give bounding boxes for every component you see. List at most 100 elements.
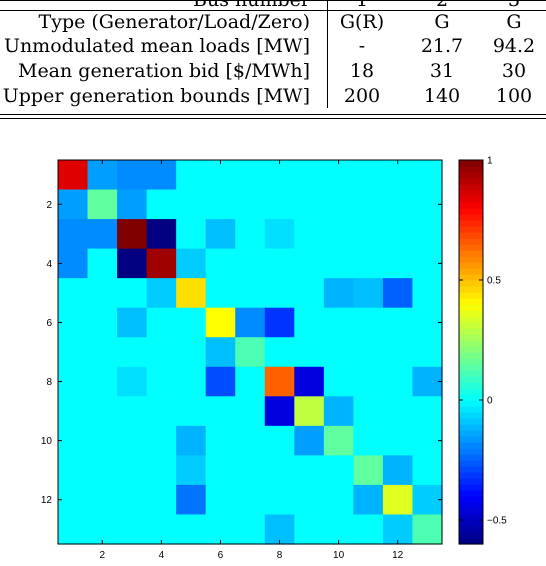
heatmap-cells [58,160,443,545]
heatmap-cell-6-1 [58,307,89,338]
heatmap-cell-13-4 [146,514,177,545]
colorbar-tick-label: 0 [487,396,493,407]
heatmap-cell-7-13 [412,337,443,368]
colorbar-segment [459,298,483,305]
colorbar-segment [459,256,483,263]
heatmap-cell-12-1 [58,484,89,516]
heatmap-cell-6-3 [117,307,148,338]
colorbar-segment [459,400,483,407]
heatmap-cell-7-12 [382,337,414,368]
x-tick-label-2: 2 [100,550,106,561]
x-tick-label-10: 10 [333,550,345,561]
colorbar-segment [459,376,483,383]
colorbar-segment [459,484,483,491]
heatmap-cell-5-8 [264,278,295,309]
heatmap-axes: 2 4 6 8 10 12 2 4 6 8 10 12 [41,159,443,561]
colorbar-segment [459,226,483,233]
heatmap-cell-1-1 [58,160,89,191]
heatmap-cell-4-6 [205,248,236,279]
heatmap-cell-12-12 [382,484,414,516]
heatmap-cell-13-11 [353,514,384,545]
heatmap-cell-10-5 [176,425,207,456]
colorbar-segment [459,514,483,521]
colorbar-segment [459,358,483,365]
header-bus-3: 3 [507,0,521,11]
heatmap-cell-2-13 [412,189,443,220]
heatmap-cell-12-6 [205,484,236,516]
heatmap-cell-9-9 [294,396,325,427]
heatmap-cell-10-1 [58,425,89,456]
heatmap-cell-5-6 [205,278,236,309]
heatmap-cell-8-8 [264,366,295,397]
heatmap-cell-4-5 [176,248,207,279]
heatmap-cell-3-13 [412,219,443,250]
colorbar-segment [459,442,483,449]
row-bid-bus-1: 18 [349,60,375,82]
heatmap-cell-13-9 [294,514,325,545]
colorbar: 1 0.5 0 −0.5 [458,156,507,545]
colorbar-tick-label: 1 [487,156,493,167]
colorbar-segment [459,232,483,239]
colorbar-segment [459,430,483,437]
heatmap-cell-1-6 [205,160,236,191]
colorbar-segment [459,208,483,215]
heatmap-cell-11-11 [353,455,384,486]
heatmap-cell-8-6 [205,366,236,397]
colorbar-segment [459,424,483,431]
heatmap-cell-6-6 [205,307,236,338]
heatmap-cell-8-5 [176,366,207,397]
heatmap-cell-6-7 [235,307,266,338]
heatmap-cell-10-11 [353,425,384,456]
heatmap-cell-3-11 [353,219,384,250]
heatmap-cell-13-13 [412,514,443,545]
heatmap-cell-6-11 [353,307,384,338]
heatmap-cell-7-5 [176,337,207,368]
colorbar-segment [459,508,483,515]
heatmap-cell-2-10 [323,189,354,220]
heatmap-cell-6-10 [323,307,354,338]
y-tick-label-8: 8 [46,377,52,388]
row-loads-label: Unmodulated mean loads [MW] [3,35,310,57]
heatmap-cell-11-1 [58,455,89,486]
row-bounds-bus-2: 140 [423,85,461,107]
heatmap-cell-5-4 [146,278,177,309]
heatmap-cell-9-7 [235,396,266,427]
x-tick-label-8: 8 [277,550,283,561]
heatmap-cell-9-10 [323,396,354,427]
colorbar-segment [459,166,483,173]
heatmap-cell-1-13 [412,160,443,191]
colorbar-segment [459,340,483,347]
colorbar-segment [459,262,483,269]
heatmap-cell-9-12 [382,396,414,427]
heatmap-cell-13-1 [58,514,89,545]
heatmap-cell-7-10 [323,337,354,368]
heatmap-cell-3-1 [58,219,89,250]
row-type-bus-1: G(R) [339,11,385,33]
heatmap-cell-9-2 [87,396,118,427]
heatmap-cell-7-4 [146,337,177,368]
colorbar-segment [459,250,483,257]
y-tick-label-12: 12 [41,495,53,506]
table-rule-top [0,0,546,1]
heatmap-cell-4-10 [323,248,354,279]
colorbar-segment [459,412,483,419]
heatmap-cell-9-4 [146,396,177,427]
heatmap-cell-7-9 [294,337,325,368]
row-bounds-bus-3: 100 [495,85,533,107]
row-bid-label: Mean generation bid [$/MWh] [17,60,310,82]
colorbar-segment [459,382,483,389]
colorbar-segment [459,202,483,209]
heatmap-cell-6-9 [294,307,325,338]
heatmap-cell-4-4 [146,248,177,279]
heatmap-cell-2-11 [353,189,384,220]
heatmap-cell-10-4 [146,425,177,456]
heatmap-cell-13-3 [117,514,148,545]
heatmap-cell-12-2 [87,484,118,516]
colorbar-segment [459,304,483,311]
x-tick-label-4: 4 [159,550,165,561]
bus-data-table: Bus number 1 2 3 Type (Generator/Load/Ze… [0,0,546,125]
heatmap-cell-7-11 [353,337,384,368]
colorbar-segment [459,160,483,167]
colorbar-segment [459,520,483,527]
row-type-label: Type (Generator/Load/Zero) [38,11,310,33]
